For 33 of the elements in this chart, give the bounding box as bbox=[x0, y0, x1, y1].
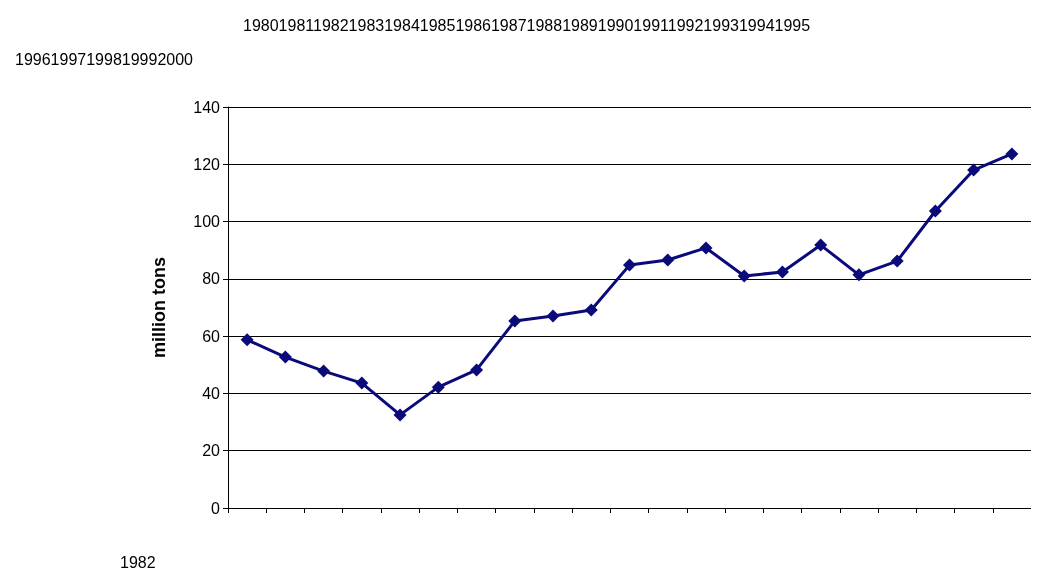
text: 1982 bbox=[120, 553, 156, 570]
point bbox=[890, 254, 904, 268]
y-axis-title: million tons bbox=[149, 257, 169, 358]
point bbox=[775, 265, 789, 279]
chart-subtitle: 19961997199819992000 bbox=[15, 50, 194, 68]
point bbox=[928, 204, 942, 218]
point bbox=[623, 258, 636, 272]
point bbox=[431, 380, 445, 394]
point bbox=[546, 309, 560, 323]
point bbox=[737, 269, 751, 283]
y-tick-label: 0 bbox=[211, 499, 221, 517]
point bbox=[584, 303, 598, 317]
point bbox=[317, 364, 331, 378]
point bbox=[278, 350, 292, 364]
point bbox=[699, 241, 713, 255]
point bbox=[470, 363, 484, 377]
y-tick-label: 140 bbox=[193, 98, 221, 116]
y-tick-label: 20 bbox=[202, 442, 221, 460]
point bbox=[814, 238, 828, 252]
point bbox=[355, 376, 369, 390]
y-tick-label: 60 bbox=[202, 327, 221, 345]
chart-title: 1980198119821983198419851986198719881989199019911992199319941995 bbox=[243, 16, 811, 34]
y-tick-label: 40 bbox=[202, 384, 221, 402]
point bbox=[661, 253, 675, 267]
y-tick-label: 120 bbox=[193, 155, 221, 173]
point bbox=[393, 408, 407, 422]
point bbox=[240, 333, 254, 347]
y-tick-label: 100 bbox=[193, 213, 221, 231]
point bbox=[852, 268, 866, 282]
point bbox=[508, 314, 522, 328]
point bbox=[967, 163, 981, 177]
y-tick-label: 80 bbox=[202, 270, 221, 288]
point bbox=[1005, 147, 1019, 161]
